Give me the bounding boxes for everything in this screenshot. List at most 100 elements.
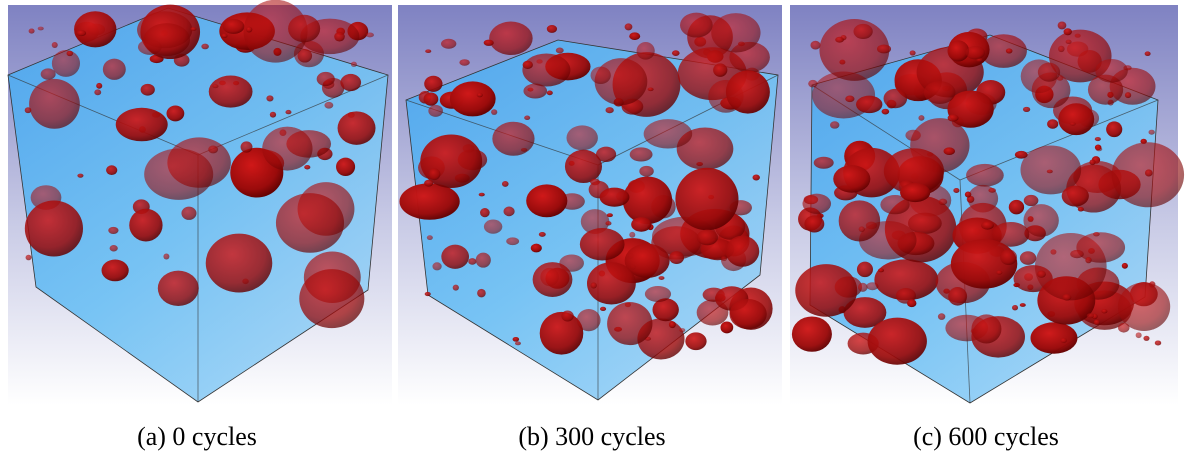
pore <box>206 234 273 293</box>
pore <box>878 268 884 272</box>
pore <box>900 183 930 202</box>
pore <box>212 84 218 88</box>
pore <box>1037 270 1046 277</box>
pore <box>1125 92 1131 98</box>
pore <box>1047 170 1053 174</box>
panel-image <box>398 5 782 405</box>
pore <box>625 23 633 30</box>
pore <box>129 209 162 242</box>
pore <box>29 79 80 129</box>
pore <box>338 111 376 144</box>
pore <box>1009 200 1024 215</box>
pore <box>477 289 486 298</box>
pore <box>577 309 601 331</box>
pore <box>523 61 533 69</box>
pore <box>726 70 770 113</box>
pore <box>857 262 873 278</box>
pore <box>489 22 533 55</box>
pore <box>1062 186 1089 207</box>
pore <box>1145 169 1153 176</box>
pore <box>492 122 534 156</box>
pore <box>144 23 190 56</box>
pore <box>167 106 185 122</box>
pore <box>965 191 971 197</box>
pore <box>810 41 820 50</box>
pore <box>221 34 227 38</box>
pore <box>947 40 969 61</box>
pore <box>845 95 854 102</box>
pore <box>795 264 857 317</box>
pore <box>1062 294 1071 301</box>
pore <box>52 42 58 48</box>
pore <box>425 292 431 296</box>
pore <box>190 27 196 31</box>
pore <box>679 328 685 332</box>
pore <box>1015 151 1028 159</box>
pore <box>547 25 557 33</box>
pore <box>685 332 706 350</box>
pore <box>565 150 602 183</box>
pore <box>432 262 441 270</box>
pore <box>600 188 630 207</box>
pore <box>948 114 959 121</box>
pore <box>953 188 959 193</box>
pore <box>1143 336 1149 341</box>
pore <box>1136 332 1142 338</box>
pore <box>94 89 101 95</box>
pore <box>285 110 291 114</box>
pore <box>648 87 654 91</box>
pore <box>41 68 56 79</box>
pore <box>1058 22 1067 30</box>
pore <box>1000 249 1017 265</box>
pore <box>468 258 476 265</box>
pore <box>506 237 519 245</box>
pore <box>453 285 459 291</box>
pore <box>830 121 839 128</box>
pore <box>1020 251 1036 265</box>
pore <box>939 199 948 205</box>
pore <box>971 314 1001 343</box>
pore <box>669 251 684 264</box>
pore <box>908 213 942 234</box>
pore <box>623 176 672 224</box>
pore <box>729 299 766 329</box>
pore <box>1038 63 1060 82</box>
pore <box>1149 130 1155 135</box>
pore <box>476 253 491 268</box>
pore <box>590 282 596 288</box>
pore <box>428 105 443 117</box>
pore <box>882 109 890 115</box>
pore <box>835 37 844 43</box>
pore <box>566 125 597 150</box>
pore <box>607 213 613 217</box>
figure: (a) 0 cycles (b) 300 cycles (c) 600 cycl… <box>0 0 1186 466</box>
pore <box>672 50 680 56</box>
pore <box>591 67 611 84</box>
pore <box>110 245 118 251</box>
pore <box>340 74 361 91</box>
pore <box>808 80 817 88</box>
pore <box>629 232 635 238</box>
pore <box>299 269 364 328</box>
pore <box>924 81 956 104</box>
pore <box>428 168 440 180</box>
pore <box>948 287 967 306</box>
pore <box>504 207 515 217</box>
pore <box>539 232 546 237</box>
pore <box>96 83 102 89</box>
pore <box>201 44 209 50</box>
pore <box>637 42 655 60</box>
pore <box>450 81 496 116</box>
pore <box>802 194 831 214</box>
pore <box>720 322 733 334</box>
pore <box>966 164 1004 187</box>
pore <box>522 54 570 87</box>
pore <box>713 63 727 76</box>
pore <box>721 256 727 261</box>
pore <box>270 112 276 118</box>
pore <box>697 230 718 246</box>
pore <box>427 235 433 240</box>
pore <box>241 141 253 152</box>
pore <box>540 312 584 355</box>
pore <box>524 116 530 121</box>
